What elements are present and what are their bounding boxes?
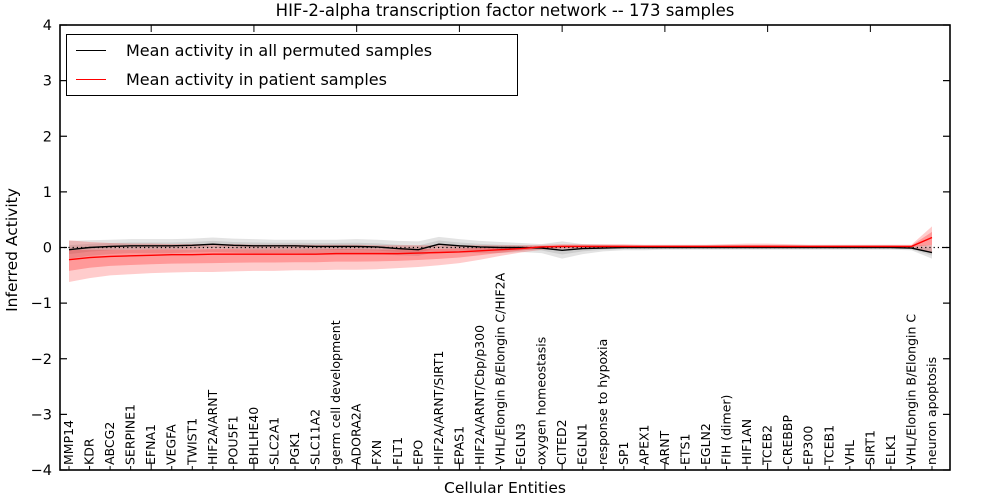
legend: Mean activity in all permuted samples Me…	[66, 34, 518, 96]
x-tick-label: response to hypoxia	[595, 339, 610, 465]
x-tick-label: SP1	[616, 442, 631, 465]
y-tick-label: −4	[31, 463, 52, 479]
y-tick-label: −3	[31, 407, 52, 423]
x-tick-label: KDR	[82, 438, 97, 465]
x-tick-label: ETS1	[677, 434, 692, 465]
chart-title: HIF-2-alpha transcription factor network…	[275, 1, 735, 20]
x-tick-label: EPO	[410, 440, 425, 465]
x-tick-label: EGLN2	[698, 423, 713, 465]
x-tick-label: SERPINE1	[123, 404, 138, 465]
legend-line-sample-red	[76, 79, 106, 81]
x-tick-label: oxygen homeostasis	[534, 337, 549, 465]
x-axis-label: Cellular Entities	[444, 479, 566, 497]
y-tick-label: −2	[31, 352, 52, 368]
x-tick-label: ADORA2A	[349, 403, 364, 465]
x-tick-label: FIH (dimer)	[719, 395, 734, 465]
x-tick-label: TWIST1	[184, 418, 199, 466]
x-tick-label: BHLHE40	[246, 407, 261, 465]
y-tick-label: 0	[43, 241, 52, 257]
x-tick-label: EFNA1	[143, 424, 158, 465]
legend-item-permuted: Mean activity in all permuted samples	[67, 36, 517, 64]
x-tick-label: FXN	[369, 440, 384, 465]
mean-line-permuted	[68, 243, 933, 254]
x-tick-label: EPAS1	[451, 426, 466, 465]
x-tick-label: CREBBP	[780, 415, 795, 465]
x-tick-label: VHL/Elongin B/Elongin C/HIF2A	[493, 272, 508, 465]
x-tick-label: HIF2A/ARNT/SIRT1	[431, 351, 446, 465]
legend-item-patient: Mean activity in patient samples	[67, 66, 517, 94]
x-tick-label: germ cell development	[328, 320, 343, 465]
confidence-band-inner-patient	[69, 231, 932, 271]
x-tick-label: CITED2	[554, 419, 569, 465]
x-tick-label: EP300	[801, 426, 816, 465]
y-tick-label: 1	[43, 185, 52, 201]
y-tick-label: 3	[43, 74, 52, 90]
x-tick-label: VHL/Elongin B/Elongin C	[903, 314, 918, 465]
x-tick-label: VEGFA	[164, 424, 179, 465]
x-tick-label: MMP14	[61, 420, 76, 465]
x-tick-label: FLT1	[390, 437, 405, 465]
x-tick-label: EGLN3	[513, 423, 528, 465]
x-tick-label: TCEB2	[760, 425, 775, 466]
x-tick-label: HIF1AN	[739, 419, 754, 465]
x-tick-label: APEX1	[636, 424, 651, 465]
x-tick-label: EGLN1	[575, 423, 590, 465]
legend-label-patient: Mean activity in patient samples	[126, 70, 387, 90]
confidence-band-outer-patient	[69, 226, 932, 282]
x-tick-label: SIRT1	[862, 430, 877, 465]
y-tick-label: 4	[43, 18, 52, 34]
x-tick-label: ARNT	[657, 430, 672, 465]
y-axis-label: Inferred Activity	[3, 188, 21, 312]
x-tick-label: PGK1	[287, 432, 302, 465]
x-tick-label: POU5F1	[225, 415, 240, 465]
x-tick-label: HIF2A/ARNT	[205, 389, 220, 465]
y-tick-label: −1	[31, 296, 52, 312]
x-tick-label: SLC2A1	[266, 417, 281, 465]
x-tick-label: TCEB1	[821, 425, 836, 466]
x-tick-label: SLC11A2	[308, 409, 323, 465]
x-tick-label: ELK1	[883, 434, 898, 465]
legend-line-sample-black	[76, 49, 106, 51]
mean-line-patient	[68, 236, 933, 261]
y-tick-label: 2	[43, 129, 52, 145]
x-tick-label: ABCG2	[102, 422, 117, 465]
x-tick-label: neuron apoptosis	[924, 357, 939, 465]
legend-label-permuted: Mean activity in all permuted samples	[126, 40, 433, 60]
x-tick-label: HIF2A/ARNT/Cbp/p300	[472, 325, 487, 465]
x-tick-label: VHL	[842, 440, 857, 465]
